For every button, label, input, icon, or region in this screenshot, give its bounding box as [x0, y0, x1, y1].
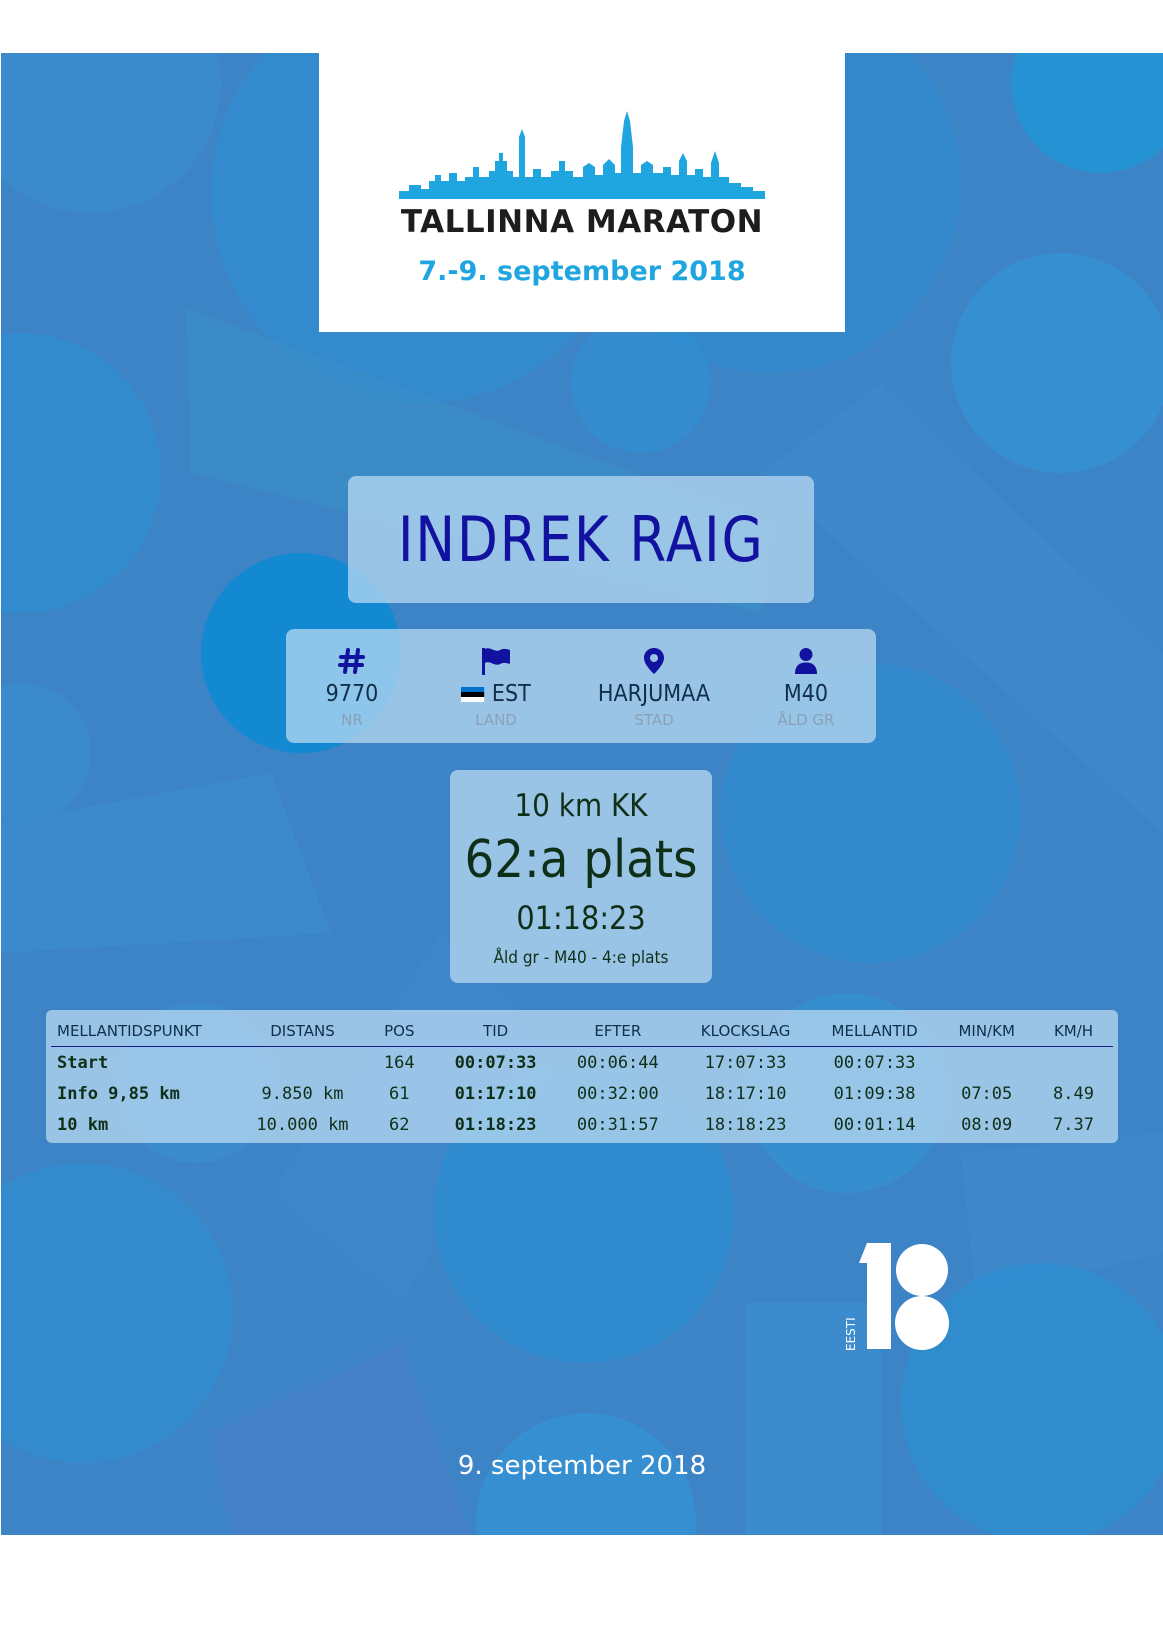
checkpoint-time: 01:18:23	[454, 1114, 537, 1135]
event-title: TALLINNA MARATON	[400, 204, 764, 240]
checkpoint-clock-time: 18:18:23	[704, 1114, 787, 1135]
flag-icon	[482, 648, 510, 675]
eesti-logo-text: EESTI	[844, 1317, 858, 1351]
city-value: HARJUMAA	[597, 681, 711, 707]
header-pace: MIN/KM	[939, 1016, 1035, 1047]
checkpoint-position: 164	[383, 1052, 415, 1073]
checkpoint-split-time: 00:07:33	[833, 1052, 916, 1073]
event-dates: 7.-9. september 2018	[418, 256, 746, 287]
header-position: POS	[361, 1016, 437, 1047]
checkpoint-behind: 00:31:57	[576, 1114, 659, 1135]
checkpoint-speed: 8.49	[1053, 1083, 1094, 1104]
header-distance: DISTANS	[243, 1016, 362, 1047]
checkpoint-pace: 07:05	[961, 1083, 1013, 1104]
checkpoint-clock-time: 18:17:10	[704, 1083, 787, 1104]
map-pin-icon	[644, 648, 664, 674]
table-row: 10 km 10.000 km 62 01:18:23 00:31:57 18:…	[51, 1109, 1113, 1140]
participant-name-panel: INDREK RAIG	[348, 476, 814, 603]
overall-place: 62:a plats	[464, 830, 698, 890]
header-speed: KM/H	[1034, 1016, 1113, 1047]
bib-label: NR	[341, 711, 363, 729]
checkpoint-position: 62	[389, 1114, 410, 1135]
race-distance: 10 km KK	[514, 788, 648, 824]
checkpoint-time: 01:17:10	[454, 1083, 537, 1104]
age-group-value: M40	[783, 681, 829, 707]
checkpoint-name: 10 km	[57, 1114, 109, 1135]
age-group-place: Åld gr - M40 - 4:e plats	[493, 948, 669, 968]
checkpoint-position: 61	[389, 1083, 410, 1104]
header-time: TID	[436, 1016, 555, 1047]
tallinn-skyline-icon	[399, 111, 765, 199]
country-code: EST	[491, 681, 531, 707]
info-country: EST LAND	[418, 629, 574, 743]
checkpoint-speed	[1034, 1047, 1113, 1079]
checkpoint-behind: 00:32:00	[576, 1083, 659, 1104]
splits-panel: MELLANTIDSPUNKT DISTANS POS TID EFTER KL…	[46, 1010, 1118, 1143]
country-label: LAND	[475, 711, 517, 729]
table-row: Start 164 00:07:33 00:06:44 17:07:33 00:…	[51, 1047, 1113, 1079]
header-split-time: MELLANTID	[809, 1016, 940, 1047]
result-panel: 10 km KK 62:a plats 01:18:23 Åld gr - M4…	[450, 770, 712, 983]
checkpoint-split-time: 00:01:14	[833, 1114, 916, 1135]
checkpoint-split-time: 01:09:38	[833, 1083, 916, 1104]
certificate-poster: TALLINNA MARATON 7.-9. september 2018 IN…	[1, 53, 1163, 1535]
table-row: Info 9,85 km 9.850 km 61 01:17:10 00:32:…	[51, 1078, 1113, 1109]
checkpoint-pace	[939, 1047, 1034, 1079]
header-behind: EFTER	[554, 1016, 682, 1047]
participant-name: INDREK RAIG	[397, 503, 765, 576]
participant-info-panel: 9770 NR EST LAND HARJUMAA STAD	[286, 629, 876, 743]
header-checkpoint: MELLANTIDSPUNKT	[51, 1016, 244, 1047]
age-group-label: ÅLD GR	[777, 711, 835, 729]
country-value: EST	[426, 681, 566, 707]
info-city: HARJUMAA STAD	[570, 629, 738, 743]
checkpoint-name: Info 9,85 km	[57, 1083, 180, 1104]
header-clock-time: KLOCKSLAG	[681, 1016, 810, 1047]
finish-time: 01:18:23	[516, 899, 646, 937]
estonia-flag-icon	[461, 687, 485, 702]
checkpoint-clock-time: 17:07:33	[704, 1052, 787, 1073]
checkpoint-distance	[243, 1047, 361, 1079]
checkpoint-distance: 10.000 km	[256, 1114, 349, 1135]
eesti-18-logo: EESTI	[844, 1243, 949, 1351]
bib-number: 9770	[325, 681, 379, 707]
hash-icon	[338, 648, 365, 674]
info-bib: 9770 NR	[296, 629, 408, 743]
splits-header-row: MELLANTIDSPUNKT DISTANS POS TID EFTER KL…	[51, 1016, 1113, 1047]
splits-table: MELLANTIDSPUNKT DISTANS POS TID EFTER KL…	[51, 1016, 1113, 1140]
checkpoint-behind: 00:06:44	[576, 1052, 659, 1073]
checkpoint-distance: 9.850 km	[261, 1083, 344, 1104]
info-age-group: M40 ÅLD GR	[746, 629, 866, 743]
checkpoint-name: Start	[57, 1052, 109, 1073]
event-logo: TALLINNA MARATON 7.-9. september 2018	[319, 53, 845, 332]
user-icon	[795, 648, 817, 674]
checkpoint-speed: 7.37	[1053, 1114, 1094, 1135]
city-label: STAD	[634, 711, 674, 729]
footer-date: 9. september 2018	[457, 1451, 707, 1481]
checkpoint-time: 00:07:33	[454, 1052, 537, 1073]
checkpoint-pace: 08:09	[961, 1114, 1013, 1135]
